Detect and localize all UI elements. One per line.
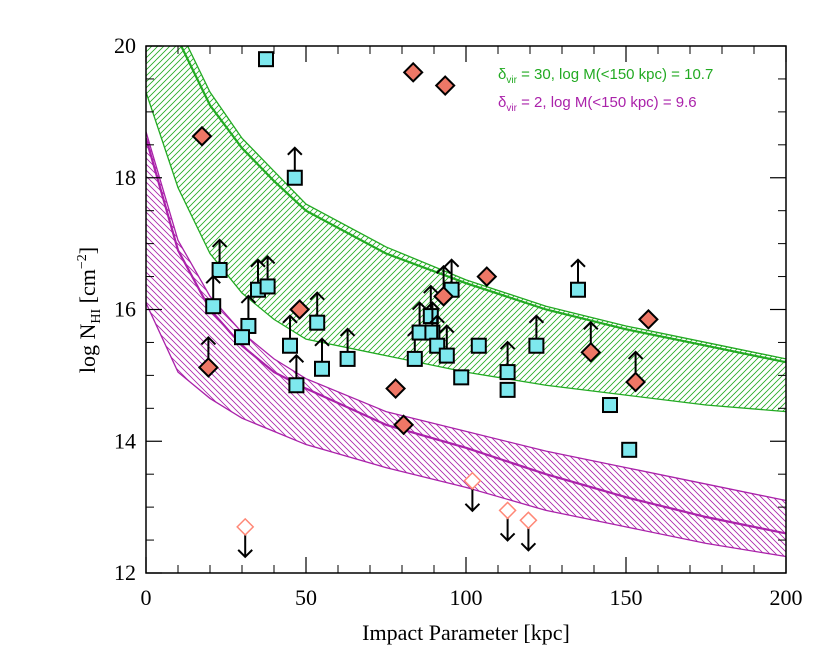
x-axis-title: Impact Parameter [kpc] <box>362 620 570 645</box>
limit-arrow-head <box>570 258 586 268</box>
legend: δvir = 30, log M(<150 kpc) = 10.7 δvir =… <box>498 66 713 114</box>
limit-arrow-head <box>309 291 325 301</box>
band-lower-delta_vir_30 <box>146 91 786 413</box>
y-tick-label: 16 <box>114 297 136 322</box>
limit-arrow-head <box>520 542 537 552</box>
limit-arrow-head <box>429 314 445 324</box>
limit-arrow-head <box>411 301 428 311</box>
x-tick-label: 200 <box>770 585 803 610</box>
diamond-marker <box>289 299 311 320</box>
square-marker <box>621 441 638 458</box>
square-marker <box>211 261 228 278</box>
band-upper-delta_vir_30 <box>186 46 786 360</box>
limit-arrow-head <box>314 337 330 347</box>
square-marker <box>314 360 330 377</box>
square-marker <box>259 278 276 295</box>
open-diamond-marker <box>463 471 482 490</box>
diamond-marker <box>580 341 602 363</box>
band-upper-delta_vir_2 <box>146 131 786 502</box>
limit-arrow-head <box>439 324 455 334</box>
limit-arrow-head <box>499 532 516 542</box>
square-marker <box>234 329 250 346</box>
square-marker <box>288 377 305 394</box>
limit-arrow-head <box>237 549 253 559</box>
limit-arrow-head <box>583 320 599 331</box>
limit-arrow-head <box>464 503 481 513</box>
x-tick-label: 100 <box>450 585 483 610</box>
limit-arrow-head <box>424 301 441 311</box>
limit-arrow-head <box>259 255 276 265</box>
diamond-marker <box>434 75 456 96</box>
open-diamond-marker <box>236 517 255 536</box>
diamond-marker <box>191 125 213 147</box>
limit-arrow-head <box>211 238 228 248</box>
band-fill-delta_vir_2 <box>146 131 786 557</box>
square-marker <box>438 347 455 364</box>
x-tick-label: 150 <box>610 585 643 610</box>
square-marker <box>406 350 423 367</box>
open-diamond-marker <box>498 501 517 520</box>
square-marker <box>309 314 326 331</box>
y-tick-label: 14 <box>114 428 136 453</box>
limit-arrow-head <box>339 327 356 337</box>
diamond-marker <box>625 371 647 393</box>
square-marker <box>528 337 545 354</box>
limit-arrow-head <box>240 294 257 304</box>
band-central-delta_vir_2 <box>146 137 786 535</box>
y-axis-title: log NHI [cm−2] <box>75 247 104 373</box>
square-marker <box>282 337 298 354</box>
limit-arrow-head <box>200 336 217 346</box>
limit-arrow-head <box>423 284 439 294</box>
diamond-marker <box>385 378 407 399</box>
legend-entry-delta-vir-30: δvir = 30, log M(<150 kpc) = 10.7 <box>498 66 713 86</box>
limit-arrow-head <box>205 274 221 284</box>
limit-arrow-head <box>250 258 266 268</box>
limit-arrow-head <box>435 264 452 275</box>
limit-arrow-head <box>288 353 305 363</box>
limit-arrow-head <box>282 314 298 324</box>
x-tick-label: 0 <box>141 585 152 610</box>
axis-ticks: 0 50 100 150 200 12 14 16 18 20 <box>114 33 803 610</box>
diamond-marker <box>402 61 424 83</box>
band-fill-delta_vir_30 <box>146 46 786 412</box>
diamond-marker <box>197 357 219 378</box>
model-bands <box>146 46 786 558</box>
square-marker <box>339 350 356 367</box>
data-points <box>191 51 659 559</box>
limit-arrow-head <box>443 258 460 268</box>
square-marker <box>602 397 618 414</box>
limit-arrow-head <box>499 340 516 350</box>
y-tick-label: 18 <box>114 165 136 190</box>
x-tick-label: 50 <box>295 585 317 610</box>
limit-arrow-head <box>287 146 303 156</box>
diamond-marker <box>637 308 659 330</box>
square-marker <box>470 337 487 354</box>
square-marker <box>453 369 470 386</box>
square-marker <box>286 169 303 186</box>
band-lower-delta_vir_2 <box>146 302 786 558</box>
y-tick-label: 12 <box>114 560 136 585</box>
diamond-marker <box>476 266 498 287</box>
square-marker <box>570 281 586 298</box>
diamond-marker <box>393 414 415 436</box>
limit-arrow-head <box>528 314 545 324</box>
limit-arrow-head <box>627 350 644 360</box>
square-marker <box>499 381 516 398</box>
y-tick-label: 20 <box>114 33 136 58</box>
legend-entry-delta-vir-2: δvir = 2, log M(<150 kpc) = 9.6 <box>498 94 697 114</box>
band-central-delta_vir_30 <box>179 46 786 364</box>
square-marker <box>499 364 516 381</box>
square-marker <box>205 298 222 315</box>
square-marker <box>258 51 274 68</box>
diamond-marker <box>433 285 455 307</box>
open-diamond-marker <box>519 511 538 530</box>
